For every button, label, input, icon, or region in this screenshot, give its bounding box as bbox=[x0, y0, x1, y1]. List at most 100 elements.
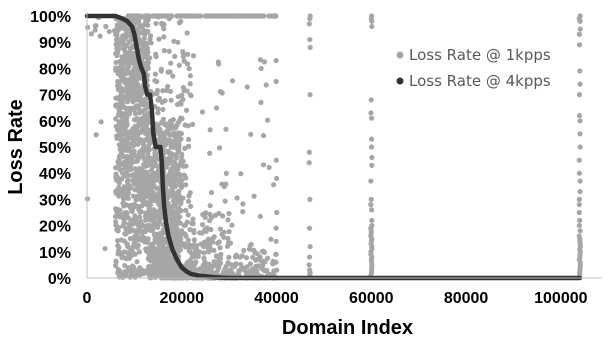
scatter-point bbox=[306, 21, 312, 27]
scatter-point bbox=[184, 88, 190, 94]
scatter-point bbox=[141, 44, 148, 50]
scatter-point bbox=[126, 63, 132, 70]
scatter-point bbox=[175, 178, 181, 184]
scatter-point bbox=[253, 13, 259, 19]
scatter-point bbox=[141, 35, 147, 41]
scatter-point bbox=[116, 244, 122, 251]
scatter-point bbox=[157, 230, 163, 236]
scatter-point bbox=[180, 195, 186, 201]
scatter-point bbox=[169, 188, 175, 194]
scatter-point bbox=[190, 242, 196, 248]
scatter-point bbox=[137, 13, 143, 19]
scatter-point bbox=[142, 157, 148, 163]
scatter-point bbox=[134, 81, 141, 87]
scatter-point bbox=[185, 212, 191, 218]
scatter-point bbox=[144, 147, 150, 153]
scatter-point bbox=[114, 102, 120, 108]
scatter-point bbox=[240, 209, 246, 215]
scatter-point bbox=[178, 18, 184, 25]
scatter-point bbox=[175, 217, 181, 223]
scatter-point bbox=[121, 33, 127, 39]
scatter-point bbox=[124, 242, 131, 248]
scatter-point bbox=[84, 24, 91, 30]
scatter-point bbox=[368, 144, 375, 150]
scatter-point bbox=[165, 69, 171, 75]
scatter-point bbox=[260, 162, 267, 168]
scatter-point bbox=[152, 71, 158, 77]
scatter-point bbox=[146, 245, 152, 251]
scatter-point bbox=[266, 164, 272, 170]
scatter-point bbox=[577, 26, 583, 32]
scatter-point bbox=[166, 48, 172, 54]
scatter-point bbox=[126, 184, 132, 190]
scatter-point bbox=[187, 265, 193, 272]
scatter-point bbox=[123, 170, 129, 176]
scatter-point bbox=[97, 33, 103, 39]
scatter-point bbox=[175, 39, 181, 45]
scatter-point bbox=[213, 253, 220, 259]
scatter-point bbox=[161, 47, 167, 54]
scatter-point bbox=[174, 270, 180, 276]
scatter-point bbox=[131, 171, 137, 178]
scatter-point bbox=[135, 222, 141, 228]
scatter-point bbox=[252, 250, 258, 256]
scatter-point bbox=[231, 13, 237, 19]
axes bbox=[86, 12, 602, 279]
scatter-point bbox=[258, 65, 264, 72]
scatter-point bbox=[244, 84, 250, 90]
scatter-point bbox=[122, 154, 129, 161]
scatter-point bbox=[103, 23, 109, 30]
scatter-point bbox=[176, 146, 182, 153]
scatter-point bbox=[217, 226, 224, 232]
scatter-point bbox=[167, 155, 173, 162]
scatter-point bbox=[173, 221, 179, 227]
scatter-point bbox=[180, 163, 187, 169]
scatter-point bbox=[120, 68, 126, 74]
scatter-point bbox=[208, 189, 215, 196]
scatter-point bbox=[576, 42, 583, 48]
scatter-point bbox=[159, 21, 166, 28]
scatter-point bbox=[114, 33, 120, 39]
scatter-point bbox=[151, 249, 157, 255]
scatter-point bbox=[243, 255, 250, 261]
x-tick-label: 60000 bbox=[349, 290, 394, 307]
scatter-point bbox=[306, 254, 313, 260]
y-tick-label: 40% bbox=[39, 166, 71, 183]
scatter-point bbox=[147, 55, 153, 61]
scatter-point bbox=[134, 244, 140, 250]
scatter-point bbox=[221, 229, 227, 235]
scatter-point bbox=[122, 142, 129, 149]
scatter-point bbox=[306, 160, 312, 166]
scatter-point bbox=[137, 214, 143, 220]
scatter-point bbox=[197, 266, 203, 272]
scatter-point bbox=[149, 210, 155, 216]
scatter-point bbox=[155, 110, 161, 116]
scatter-point bbox=[114, 226, 120, 233]
scatter-point bbox=[215, 59, 221, 65]
scatter-point bbox=[115, 164, 122, 170]
scatter-point bbox=[240, 266, 247, 272]
scatter-point bbox=[248, 241, 254, 247]
scatter-point bbox=[122, 270, 128, 276]
scatter-point bbox=[134, 179, 140, 185]
scatter-point bbox=[147, 190, 153, 196]
scatter-point bbox=[134, 125, 140, 131]
scatter-point bbox=[211, 247, 217, 253]
scatter-point bbox=[147, 174, 154, 180]
scatter-point bbox=[221, 234, 227, 240]
scatter-point bbox=[153, 273, 159, 279]
scatter-point bbox=[174, 139, 180, 145]
scatter-point bbox=[185, 198, 192, 204]
scatter-point bbox=[178, 200, 184, 207]
scatter-point bbox=[170, 132, 176, 138]
scatter-point bbox=[102, 245, 108, 252]
scatter-point bbox=[160, 106, 166, 113]
scatter-point bbox=[176, 171, 182, 177]
scatter-point bbox=[197, 13, 204, 19]
scatter-point bbox=[152, 236, 158, 242]
scatter-point bbox=[368, 115, 375, 121]
x-tick-label: 40000 bbox=[254, 290, 299, 307]
scatter-point bbox=[169, 208, 175, 214]
legend-label-1kpps: Loss Rate @ 1kpps bbox=[409, 46, 551, 64]
scatter-point bbox=[218, 251, 224, 258]
